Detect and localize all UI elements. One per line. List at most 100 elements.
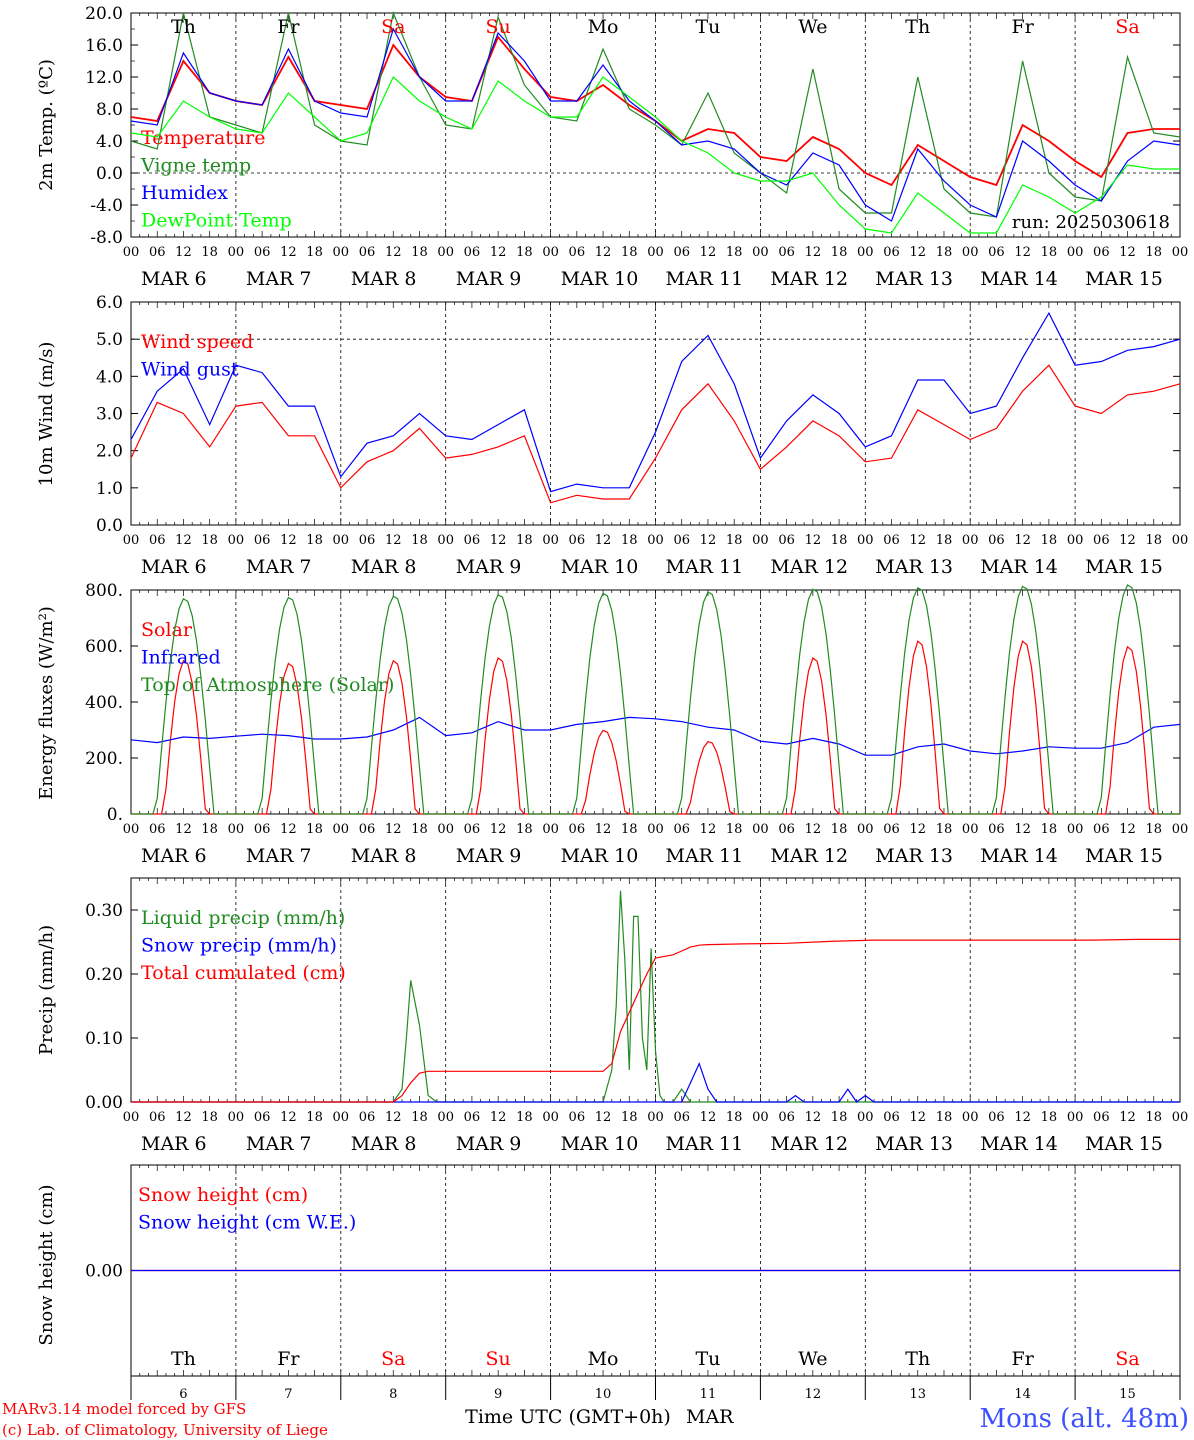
hour-tick-label: 12 (909, 533, 926, 548)
hour-tick-label: 00 (1067, 822, 1084, 837)
hour-tick-label: 00 (123, 245, 140, 260)
hour-tick-label: 00 (333, 1110, 350, 1125)
plot-frame (130, 589, 1181, 815)
legend-entry: Snow precip (mm/h) (141, 935, 337, 957)
hour-tick-label: 00 (752, 533, 769, 548)
legend-entry: Wind gust (141, 359, 239, 381)
series-line-1 (130, 364, 1181, 504)
hour-tick-label: 18 (1146, 245, 1163, 260)
hour-tick-label: 12 (1119, 822, 1136, 837)
date-label: MAR 9 (456, 556, 522, 578)
hour-tick-label: 18 (726, 1110, 743, 1125)
hour-tick-label: 12 (909, 1110, 926, 1125)
hour-tick-label: 18 (516, 1110, 533, 1125)
hour-tick-label: 06 (1093, 245, 1110, 260)
hour-tick-label: 00 (333, 245, 350, 260)
hour-tick-label: 12 (1119, 1110, 1136, 1125)
hour-tick-label: 06 (988, 245, 1005, 260)
date-label: MAR 14 (980, 1133, 1058, 1155)
y-tick-label: 600. (85, 637, 123, 657)
legend-entry: Solar (141, 619, 193, 641)
date-label: MAR 15 (1085, 268, 1163, 290)
hour-tick-label: 06 (569, 533, 586, 548)
date-label: MAR 10 (561, 268, 639, 290)
hour-tick-label: 18 (1041, 245, 1058, 260)
hour-tick-label: 06 (569, 1110, 586, 1125)
hour-tick-label: 18 (831, 1110, 848, 1125)
hour-tick-label: 12 (385, 245, 402, 260)
hour-tick-label: 00 (857, 822, 874, 837)
hour-tick-label: 18 (621, 1110, 638, 1125)
date-label: MAR 12 (770, 845, 848, 867)
day-number-label: 14 (1014, 1387, 1031, 1402)
y-tick-label: 0.0 (96, 164, 123, 184)
hour-tick-label: 12 (280, 1110, 297, 1125)
hour-tick-label: 00 (123, 822, 140, 837)
weekday-label: Sa (381, 16, 405, 38)
y-tick-label: 800. (85, 581, 123, 601)
date-label: MAR 10 (561, 1133, 639, 1155)
date-label: MAR 12 (770, 1133, 848, 1155)
hour-tick-label: 12 (280, 245, 297, 260)
hour-tick-label: 12 (805, 822, 822, 837)
hour-tick-label: 00 (437, 822, 454, 837)
y-tick-label: 16.0 (85, 36, 123, 56)
hour-tick-label: 06 (673, 245, 690, 260)
hour-tick-label: 12 (490, 533, 507, 548)
hour-tick-label: 18 (306, 245, 323, 260)
run-annotation: run: 2025030618 (1012, 212, 1170, 233)
date-label: MAR 13 (875, 556, 953, 578)
hour-tick-label: 06 (778, 822, 795, 837)
y-tick-label: 0.00 (85, 1262, 123, 1282)
chart-panel-2: 0.0 1.0 2.0 3.0 4.0 5.0 6.0 10m Wind (m/s) Wind … (36, 293, 1188, 578)
hour-tick-label: 00 (437, 245, 454, 260)
hour-tick-label: 00 (857, 245, 874, 260)
hour-tick-label: 06 (149, 245, 166, 260)
weekday-label: Fr (1012, 16, 1035, 38)
date-label: MAR 11 (666, 556, 744, 578)
hour-tick-label: 06 (359, 822, 376, 837)
date-label: MAR 15 (1085, 845, 1163, 867)
hour-tick-label: 00 (542, 245, 559, 260)
hour-tick-label: 06 (254, 1110, 271, 1125)
date-label: MAR 14 (980, 845, 1058, 867)
hour-tick-label: 18 (411, 1110, 428, 1125)
y-tick-label: 8.0 (96, 100, 123, 120)
hour-tick-label: 00 (647, 533, 664, 548)
hour-tick-label: 18 (516, 245, 533, 260)
hour-tick-label: 00 (542, 1110, 559, 1125)
hour-tick-label: 00 (1172, 822, 1189, 837)
hour-tick-label: 06 (1093, 533, 1110, 548)
hour-tick-label: 12 (280, 533, 297, 548)
day-number-label: 7 (284, 1387, 292, 1402)
y-tick-label: 0.00 (85, 1093, 123, 1113)
hour-tick-label: 18 (201, 822, 218, 837)
y-tick-label: -4.0 (90, 196, 123, 216)
hour-tick-label: 12 (805, 1110, 822, 1125)
hour-tick-label: 00 (542, 533, 559, 548)
weekday-label: Tu (695, 16, 720, 38)
date-label: MAR 10 (561, 556, 639, 578)
hour-tick-label: 00 (228, 533, 245, 548)
date-label: MAR 9 (456, 1133, 522, 1155)
date-label: MAR 7 (246, 556, 312, 578)
hour-tick-label: 00 (752, 1110, 769, 1125)
hour-tick-label: 00 (1067, 245, 1084, 260)
hour-tick-label: 00 (1172, 245, 1189, 260)
date-label: MAR 10 (561, 845, 639, 867)
hour-tick-label: 06 (359, 1110, 376, 1125)
chart-panel-5: 0.00 Snow height (cm) Snow height (cm) Snow… (36, 1164, 1181, 1402)
hour-tick-label: 06 (149, 822, 166, 837)
hour-tick-label: 18 (411, 533, 428, 548)
y-tick-label: 12.0 (85, 68, 123, 88)
hour-tick-label: 18 (306, 822, 323, 837)
date-label: MAR 15 (1085, 1133, 1163, 1155)
hour-tick-label: 18 (516, 822, 533, 837)
hour-tick-label: 12 (909, 822, 926, 837)
legend-entry: Infrared (141, 647, 221, 669)
hour-tick-label: 18 (1041, 533, 1058, 548)
xaxis-month: MAR (686, 1406, 734, 1428)
date-label: MAR 11 (666, 268, 744, 290)
legend-entry: Wind speed (141, 331, 253, 353)
